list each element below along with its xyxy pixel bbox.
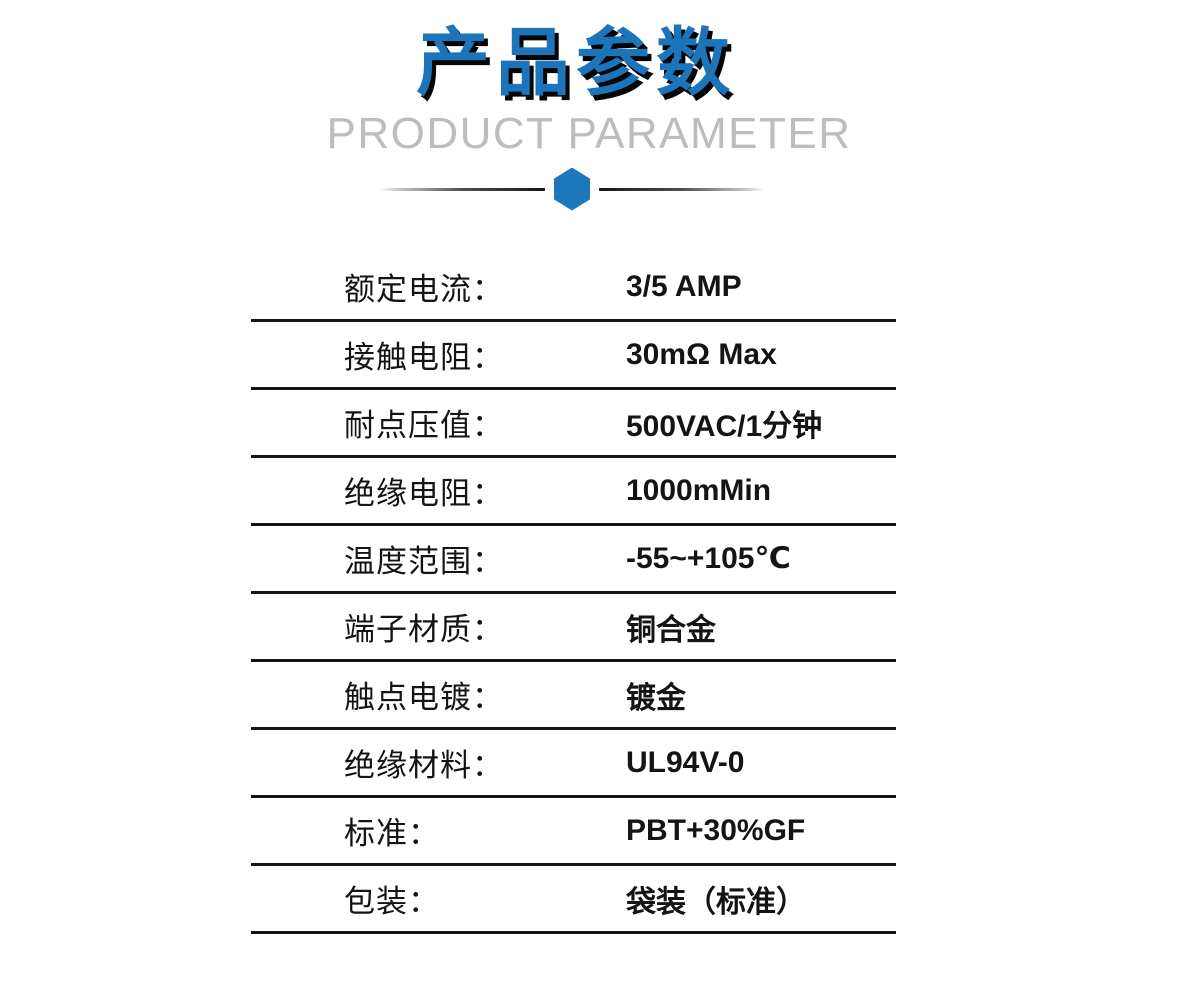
table-row: 绝缘材料： UL94V-0	[251, 730, 896, 798]
row-value: UL94V-0	[626, 745, 745, 779]
table-row: 接触电阻： 30mΩ Max	[251, 322, 896, 390]
page-title: 产品参数	[416, 21, 736, 104]
table-row: 耐点压值： 500VAC/1分钟	[251, 390, 896, 458]
row-value: -55~+105℃	[626, 542, 791, 575]
row-label: 包装：	[344, 884, 440, 919]
row-label: 额定电流：	[344, 272, 504, 307]
row-value: 1000mMin	[626, 473, 772, 507]
table-row: 触点电镀： 镀金	[251, 662, 896, 730]
divider-line-right	[599, 187, 765, 191]
row-label: 端子材质：	[344, 612, 504, 647]
table-row: 端子材质： 铜合金	[251, 594, 896, 662]
divider-line-left	[379, 187, 545, 191]
row-value: 袋装（标准）	[626, 885, 806, 919]
row-label: 绝缘材料：	[344, 748, 504, 783]
table-row: 额定电流： 3/5 AMP	[251, 254, 896, 322]
row-label: 标准：	[344, 816, 440, 851]
row-label: 绝缘电阻：	[344, 476, 504, 511]
row-value: 铜合金	[626, 613, 716, 647]
row-label: 触点电镀：	[344, 680, 504, 715]
table-row: 包装： 袋装（标准）	[251, 866, 896, 934]
row-value: 镀金	[626, 681, 686, 715]
table-row: 绝缘电阻： 1000mMin	[251, 458, 896, 526]
row-label: 接触电阻：	[344, 340, 504, 375]
row-value: 3/5 AMP	[626, 269, 742, 303]
row-value: PBT+30%GF	[626, 813, 806, 847]
row-label: 温度范围：	[344, 544, 504, 579]
row-value: 30mΩ Max	[626, 337, 777, 371]
row-label: 耐点压值：	[344, 408, 504, 443]
table-row: 温度范围： -55~+105℃	[251, 526, 896, 594]
section-divider	[0, 167, 1144, 211]
table-row: 标准： PBT+30%GF	[251, 798, 896, 866]
page-subtitle: PRODUCT PARAMETER	[326, 109, 852, 158]
parameters-table: 额定电流： 3/5 AMP 接触电阻： 30mΩ Max 耐点压值： 500VA…	[251, 254, 896, 934]
row-value: 500VAC/1分钟	[626, 409, 823, 443]
hexagon-icon	[554, 167, 590, 211]
